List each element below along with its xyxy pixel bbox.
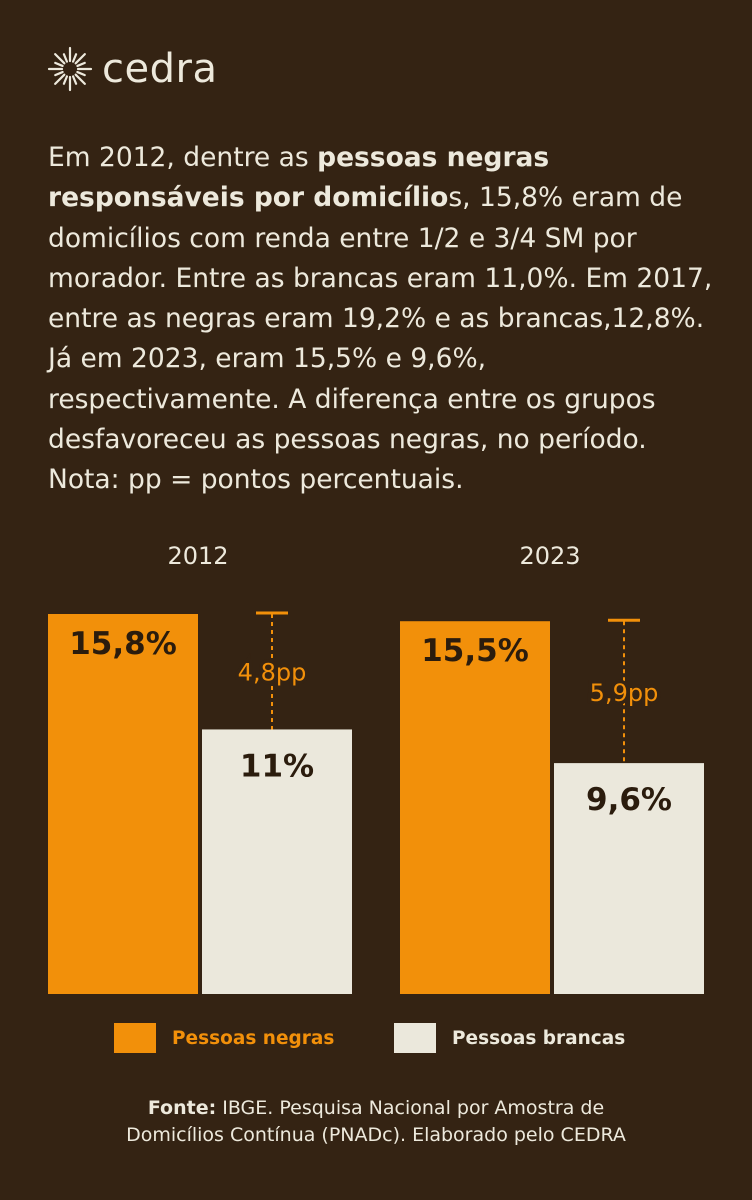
legend-item-brancas: Pessoas brancas	[394, 1023, 625, 1053]
legend-label-brancas: Pessoas brancas	[452, 1027, 626, 1049]
intro-text: Em 2012, dentre as pessoas negras respon…	[48, 138, 718, 501]
sun-ray	[62, 53, 69, 63]
intro-post: s, 15,8% eram de domicílios com renda en…	[48, 182, 713, 496]
source-line1-rest: IBGE. Pesquisa Nacional por Amostra de	[216, 1097, 605, 1119]
sun-ray	[74, 73, 86, 85]
value-label-negras-2012: 15,8%	[69, 626, 177, 662]
sun-ray	[54, 53, 66, 65]
sun-ray	[54, 70, 64, 77]
sun-ray	[76, 61, 86, 68]
bar-chart: 2012 15,8% 11% 4,8pp 2023 15,5% 9,6% 5,9pp	[48, 542, 704, 994]
source-note: Fonte: IBGE. Pesquisa Nacional por Amost…	[20, 1095, 732, 1149]
bar-brancas-2023	[554, 763, 704, 994]
sun-ray	[54, 61, 64, 68]
year-label-2012: 2012	[167, 542, 228, 570]
year-label-2023: 2023	[519, 542, 580, 570]
sun-ray	[76, 70, 86, 77]
source-label: Fonte:	[147, 1097, 217, 1119]
value-label-negras-2023: 15,5%	[421, 633, 529, 669]
brand-name: cedra	[102, 46, 218, 92]
bar-brancas-2012	[202, 729, 352, 994]
bar-negras-2023	[400, 621, 550, 994]
legend-label-negras: Pessoas negras	[172, 1027, 335, 1049]
sun-ray	[54, 73, 66, 85]
source-line-1: Fonte: IBGE. Pesquisa Nacional por Amost…	[20, 1095, 732, 1122]
legend-item-negras: Pessoas negras	[114, 1023, 334, 1053]
value-label-brancas-2012: 11%	[240, 748, 314, 784]
sun-ray	[71, 53, 78, 63]
source-line-2: Domicílios Contínua (PNADc). Elaborado p…	[126, 1124, 626, 1146]
brand-logo: cedra	[46, 44, 217, 94]
sun-ray	[74, 53, 86, 65]
legend-swatch-negras	[114, 1023, 156, 1053]
gap-label-2012: 4,8pp	[238, 659, 307, 687]
bar-negras-2012	[48, 614, 198, 994]
sun-ray	[62, 75, 69, 85]
gap-label-2023: 5,9pp	[590, 679, 659, 707]
sun-ray	[71, 75, 78, 85]
sun-icon	[47, 46, 93, 92]
intro-bold: pessoas negras responsáveis por domicíli…	[48, 142, 550, 214]
intro-pre: Em 2012, dentre as	[48, 142, 318, 173]
legend-swatch-brancas	[394, 1023, 436, 1053]
value-label-brancas-2023: 9,6%	[586, 782, 672, 818]
